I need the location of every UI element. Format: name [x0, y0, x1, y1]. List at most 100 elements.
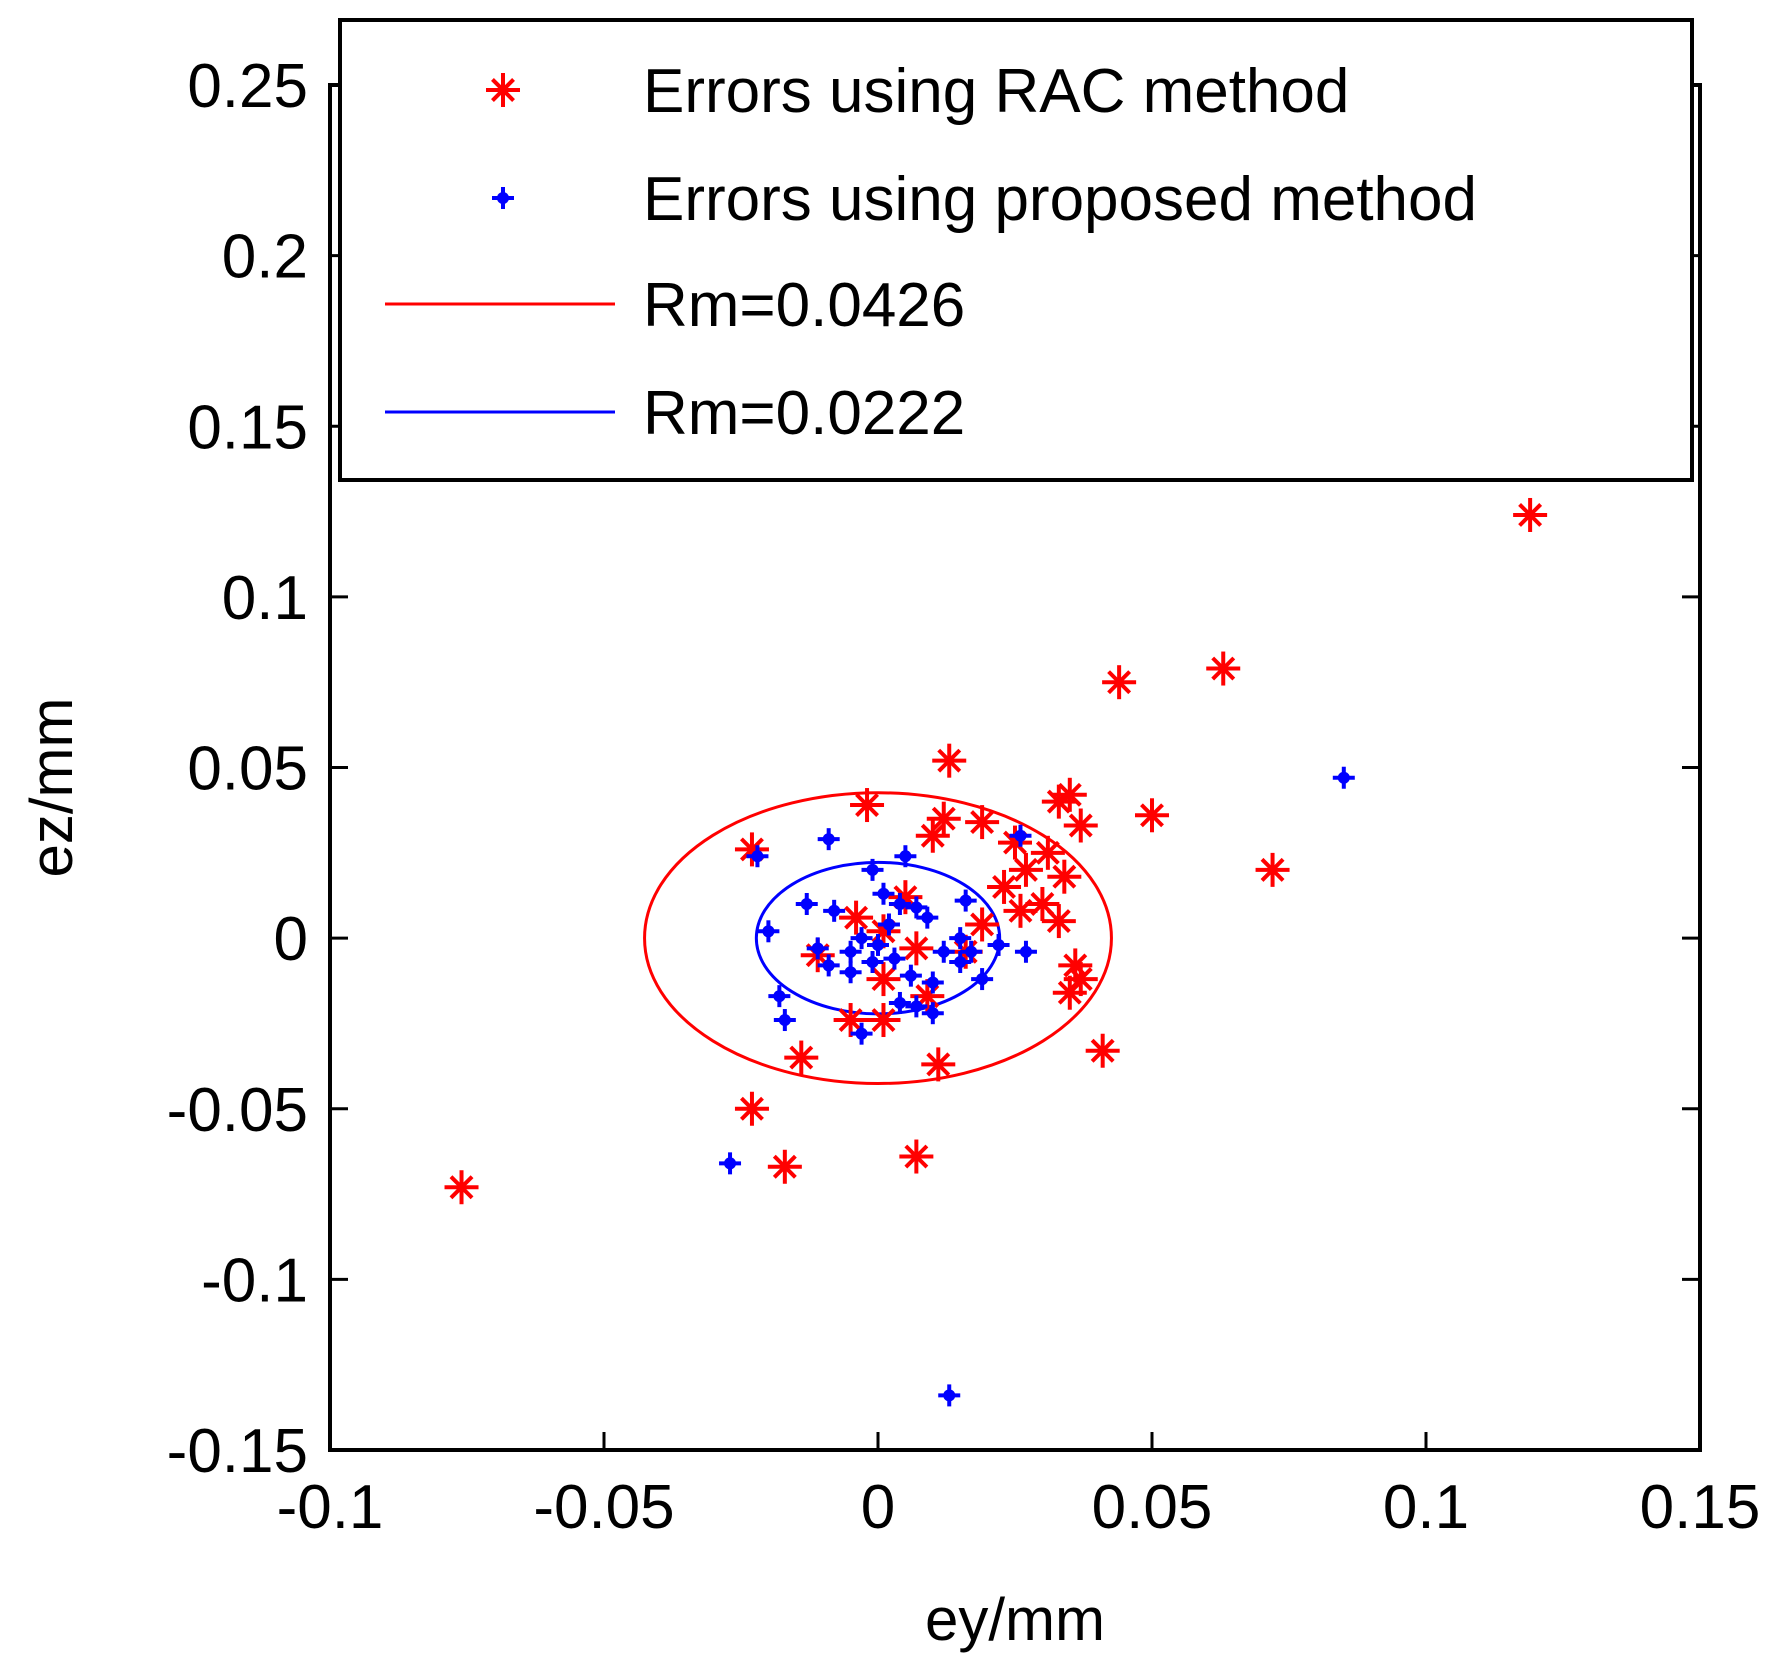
marks-layer: [444, 497, 1548, 1407]
rac-error-point: [866, 962, 901, 997]
proposed-error-point: [757, 920, 780, 943]
proposed-error-point: [971, 968, 994, 991]
rac-error-point: [915, 818, 950, 853]
y-axis-title: ez/mm: [18, 698, 85, 878]
proposed-error-point: [921, 971, 944, 994]
proposed-error-point: [850, 1022, 873, 1045]
rac-error-point: [965, 805, 1000, 840]
y-tick-label: -0.15: [167, 1417, 308, 1486]
rac-error-point: [734, 832, 769, 867]
proposed-error-point: [921, 1002, 944, 1025]
star-stroke: [844, 905, 869, 930]
x-tick-label: 0: [861, 1473, 895, 1542]
proposed-error-point: [719, 1152, 742, 1175]
rac-error-point: [1003, 893, 1038, 928]
rac-error-point: [998, 825, 1032, 860]
star-stroke: [871, 1008, 896, 1032]
rac-error-point: [1063, 808, 1098, 843]
rac-error-point: [965, 907, 1000, 942]
proposed-error-point: [839, 940, 862, 963]
proposed-error-point: [872, 882, 895, 905]
x-tick-label: 0.15: [1640, 1473, 1761, 1542]
rac-error-point: [1008, 852, 1043, 887]
proposed-error-point: [773, 1009, 796, 1032]
legend-box: [338, 18, 1694, 482]
proposed-error-point: [1332, 766, 1355, 789]
rac-error-point: [784, 1040, 819, 1075]
proposed-error-point: [1014, 940, 1037, 963]
proposed-error-point: [987, 933, 1010, 956]
rac-error-point: [1085, 1033, 1120, 1068]
proposed-error-point: [883, 947, 906, 970]
proposed-error-point: [861, 858, 884, 881]
legend-label-proposed: Errors using proposed method: [643, 165, 1477, 234]
proposed-error-point: [905, 896, 928, 919]
rac-error-point: [839, 900, 874, 935]
rac-error-point: [1052, 975, 1087, 1010]
rac-error-point: [1030, 835, 1065, 870]
y-tick-label: 0.15: [187, 393, 308, 462]
y-tick-label: -0.1: [201, 1246, 308, 1315]
star-stroke: [491, 78, 515, 102]
x-tick-label: -0.1: [277, 1473, 384, 1542]
y-tick-label: 0.1: [222, 564, 308, 633]
proposed-error-point: [888, 893, 911, 915]
proposed-error-point: [894, 845, 917, 868]
star-stroke: [740, 1096, 764, 1121]
star-stroke: [926, 1052, 951, 1077]
rac-error-point: [866, 1003, 901, 1038]
star-stroke: [1035, 840, 1060, 865]
rac-error-point: [1041, 904, 1076, 939]
rac-error-point: [921, 1047, 956, 1082]
star-stroke: [992, 874, 1016, 899]
star-stroke: [1107, 670, 1132, 695]
proposed-error-point: [916, 906, 939, 929]
rac-error-point: [987, 869, 1022, 904]
proposed-error-point: [817, 828, 840, 851]
rac-error-point: [1041, 784, 1076, 819]
proposed-error-point: [795, 893, 818, 915]
x-tick-label: 0.05: [1092, 1473, 1213, 1542]
star-stroke: [838, 1008, 863, 1032]
star-stroke: [970, 810, 995, 835]
proposed-error-point: [806, 937, 829, 960]
star-stroke: [970, 912, 995, 937]
legend: Errors using RAC method Errors using pro…: [338, 18, 1694, 482]
rac-error-point: [833, 1003, 868, 1038]
star-stroke: [855, 793, 879, 817]
x-tick-label: -0.05: [533, 1473, 674, 1542]
proposed-error-point: [899, 964, 922, 987]
proposed-error-point: [960, 940, 983, 963]
rac-error-point: [734, 1091, 769, 1126]
proposed-error-point: [905, 995, 928, 1018]
star-stroke: [1211, 656, 1236, 681]
proposed-error-point: [768, 985, 791, 1008]
proposed-error-point: [932, 940, 955, 963]
star-stroke: [931, 806, 956, 831]
star-stroke: [1518, 503, 1543, 527]
proposed-error-point: [949, 951, 972, 974]
proposed-error-point: [850, 927, 873, 950]
rac-error-point: [899, 931, 934, 966]
rac-error-point: [1047, 859, 1082, 894]
star-stroke: [904, 936, 929, 961]
rac-error-point: [932, 743, 967, 778]
rac-error-point: [899, 1139, 934, 1174]
rac-error-point: [850, 788, 885, 823]
proposed-error-point: [823, 899, 846, 922]
star-stroke: [1014, 857, 1038, 882]
proposed-error-point: [1009, 824, 1032, 847]
legend-label-rm-red: Rm=0.0426: [643, 271, 965, 340]
proposed-error-point: [938, 1384, 961, 1407]
star-stroke: [937, 748, 962, 773]
star-stroke: [1046, 789, 1071, 814]
proposed-error-point: [877, 913, 900, 936]
legend-label-rac: Errors using RAC method: [643, 57, 1349, 126]
star-stroke: [904, 1144, 929, 1169]
y-tick-label: 0.05: [187, 735, 308, 804]
rac-error-point: [767, 1149, 802, 1184]
y-tick-label: 0: [274, 905, 308, 974]
y-tick-label: 0.25: [187, 52, 308, 121]
star-stroke: [740, 837, 764, 862]
